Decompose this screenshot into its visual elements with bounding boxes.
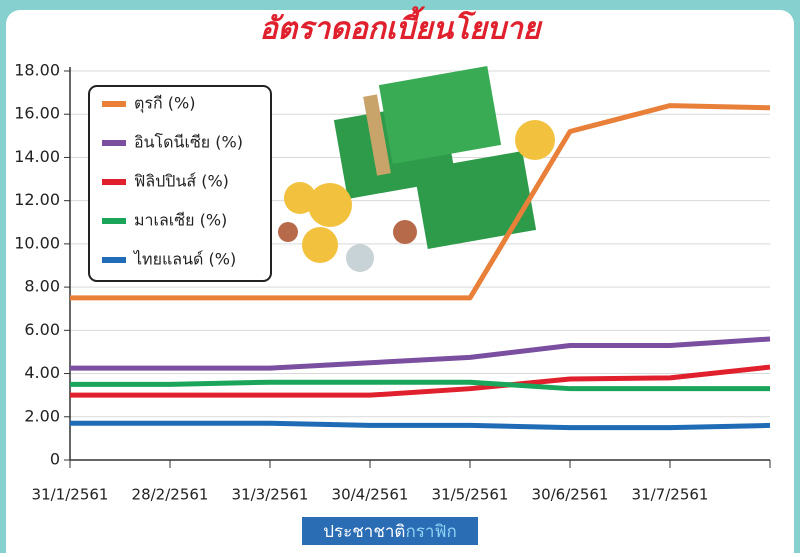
series-line <box>70 336 771 371</box>
legend-label: ฟิลิปปินส์ (%) <box>134 172 229 191</box>
legend-label: ไทยแลนด์ (%) <box>132 250 236 269</box>
y-tick-label: 2.00 <box>24 406 60 425</box>
chart-title: อัตราดอกเบี้ยนโยบาย <box>260 6 543 47</box>
series-line <box>70 103 771 301</box>
series-line <box>70 364 771 398</box>
x-tick-label: 30/6/2561 <box>532 486 609 504</box>
x-tick-label: 31/7/2561 <box>632 486 709 504</box>
x-tick-label: 28/2/2561 <box>132 486 209 504</box>
legend-label: ตุรกี (%) <box>134 94 195 114</box>
y-tick-label: 4.00 <box>24 363 60 382</box>
source-box <box>302 517 478 545</box>
legend-label: อินโดนีเซีย (%) <box>134 133 243 152</box>
x-tick-label: 30/4/2561 <box>332 486 409 504</box>
source-part: กราฟิก <box>405 522 456 542</box>
y-tick-label: 16.00 <box>14 104 60 123</box>
x-tick-label: 31/3/2561 <box>232 486 309 504</box>
source: ประชาชาติกราฟิก <box>323 522 457 542</box>
source-part: ประชาชาติ <box>323 522 405 542</box>
y-tick-label: 10.00 <box>14 233 60 252</box>
legend-label: มาเลเซีย (%) <box>134 211 227 230</box>
y-tick-label: 0 <box>50 450 60 469</box>
y-tick-label: 18.00 <box>14 61 60 80</box>
y-tick-label: 8.00 <box>24 277 60 296</box>
legend <box>88 85 272 282</box>
series-line <box>70 379 770 392</box>
y-tick-label: 6.00 <box>24 320 60 339</box>
money-illustration <box>278 66 555 272</box>
y-tick-label: 12.00 <box>14 190 60 209</box>
x-tick-label: 31/1/2561 <box>32 486 109 504</box>
y-tick-label: 14.00 <box>14 147 60 166</box>
x-tick-label: 31/5/2561 <box>432 486 509 504</box>
series-line <box>70 420 771 431</box>
